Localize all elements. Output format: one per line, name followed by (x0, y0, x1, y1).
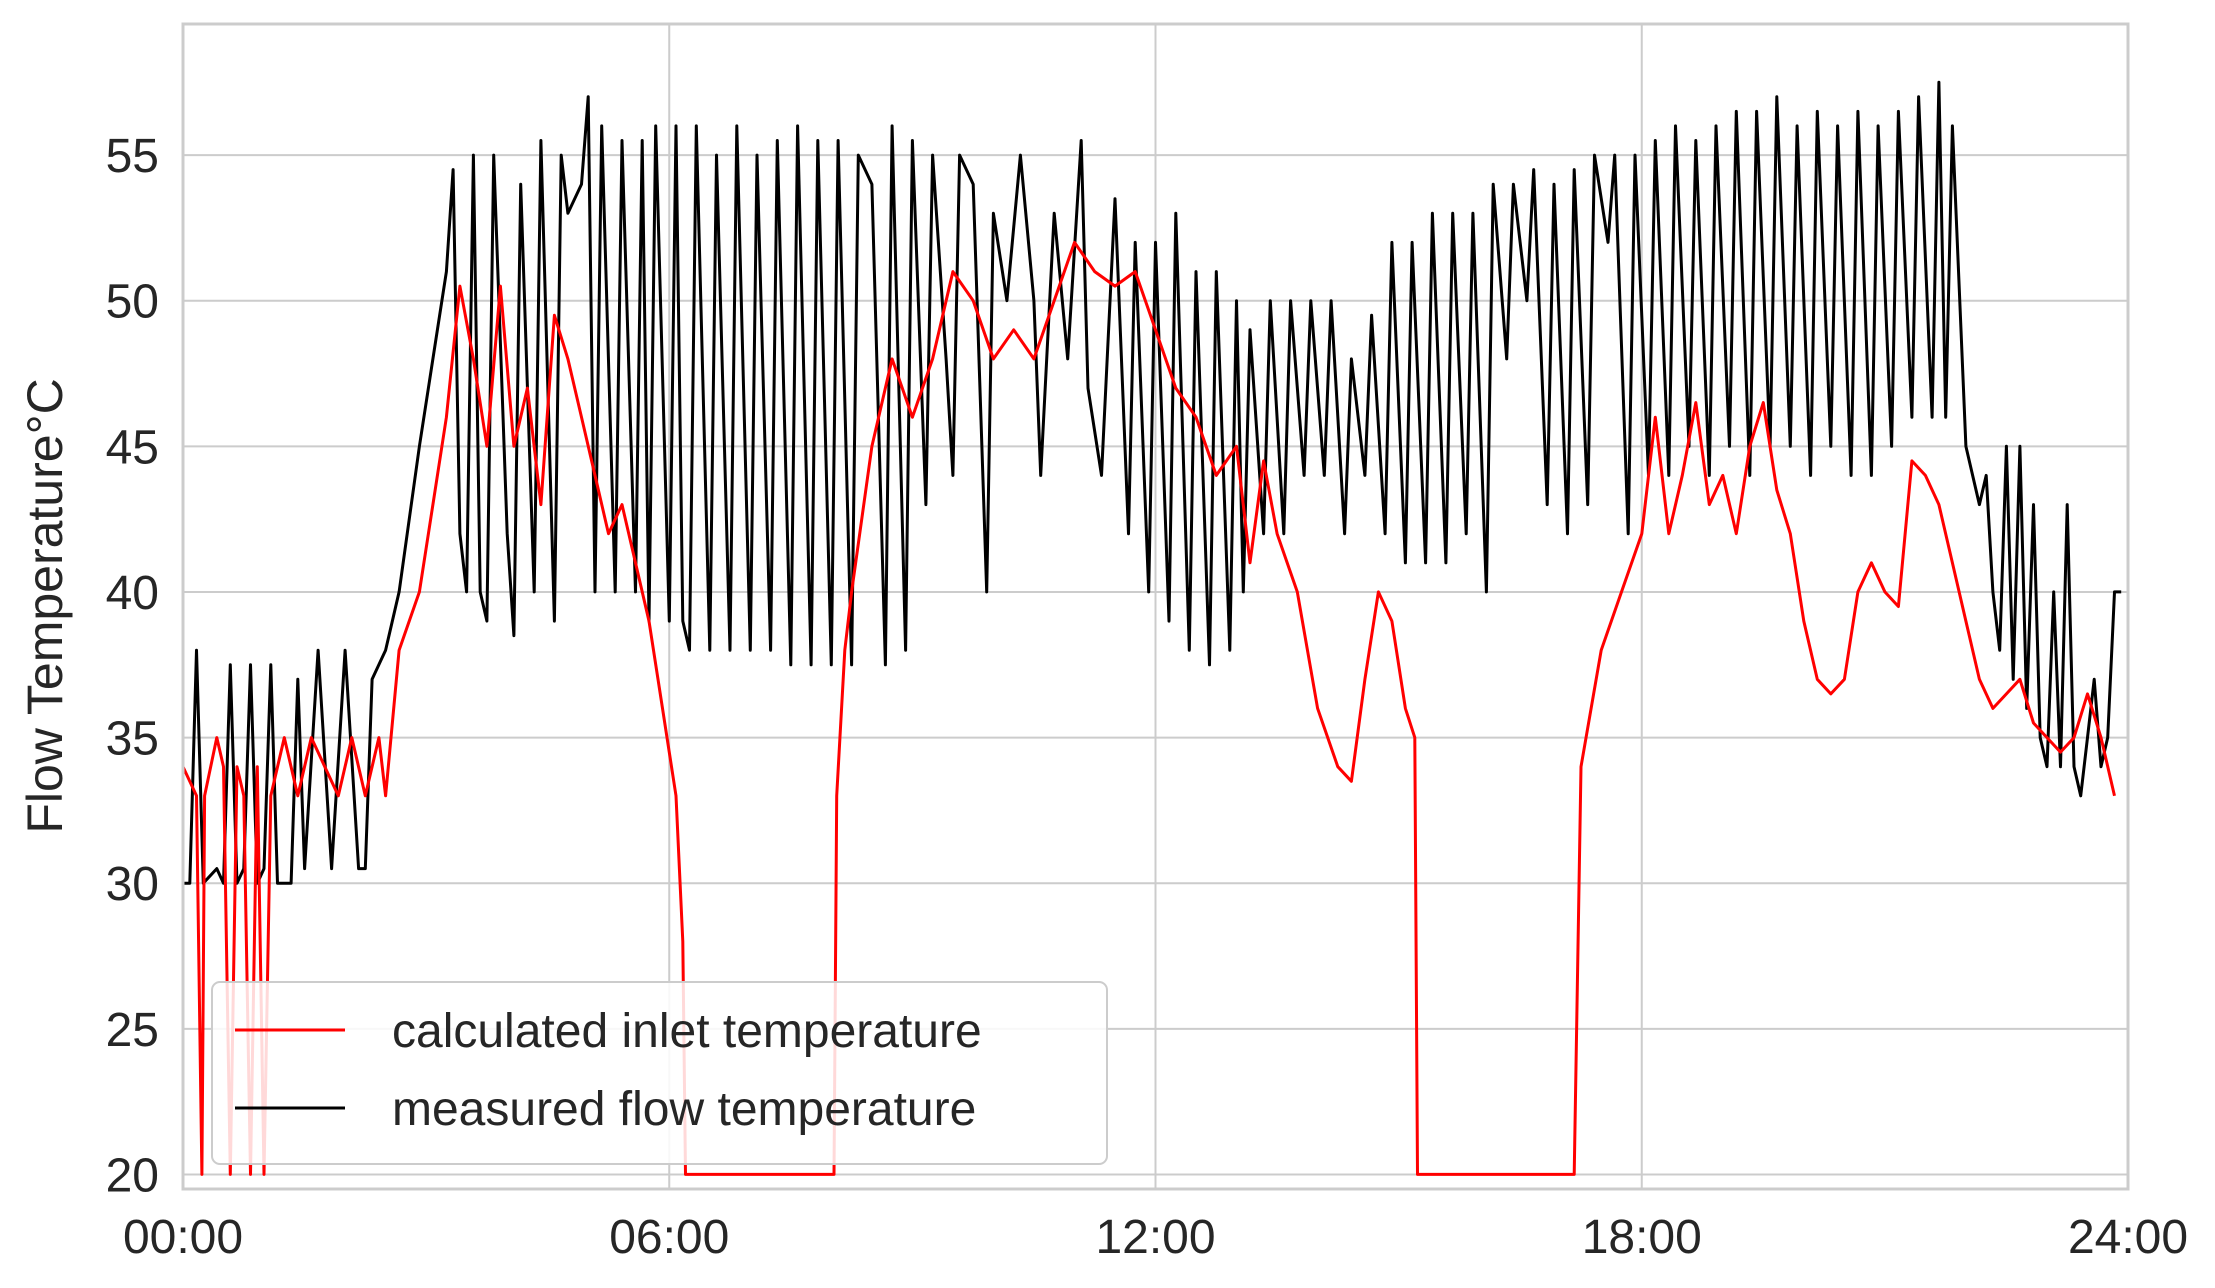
legend-box (211, 981, 1108, 1165)
series-line-calculated-inlet-temperature (181, 240, 2116, 1176)
x-tick-label: 12:00 (1095, 1211, 1215, 1264)
y-tick-label: 20 (106, 1149, 159, 1202)
series-layer (181, 80, 2122, 1176)
x-tick-label: 06:00 (609, 1211, 729, 1264)
y-tick-label: 35 (106, 713, 159, 766)
y-tick-label: 50 (106, 276, 159, 329)
y-axis-ticks: 20 25 30 35 40 45 50 55 (106, 130, 159, 1202)
y-tick-label: 25 (106, 1004, 159, 1057)
x-tick-label: 00:00 (123, 1211, 243, 1264)
y-tick-label: 55 (106, 130, 159, 183)
plot-frame (181, 22, 2130, 1191)
series-line-measured-flow-temperature (183, 80, 2122, 885)
legend: calculated inlet temperature measured fl… (211, 981, 1108, 1165)
y-tick-label: 40 (106, 567, 159, 620)
y-axis-label: Flow Temperature°C (17, 378, 73, 833)
y-tick-label: 45 (106, 421, 159, 474)
x-tick-label: 18:00 (1582, 1211, 1702, 1264)
legend-label-measured: measured flow temperature (392, 1083, 976, 1136)
y-tick-label: 30 (106, 858, 159, 911)
x-axis-ticks: 00:00 06:00 12:00 18:00 24:00 (123, 1211, 2188, 1264)
legend-label-calculated: calculated inlet temperature (392, 1005, 982, 1058)
x-tick-label: 24:00 (2068, 1211, 2188, 1264)
